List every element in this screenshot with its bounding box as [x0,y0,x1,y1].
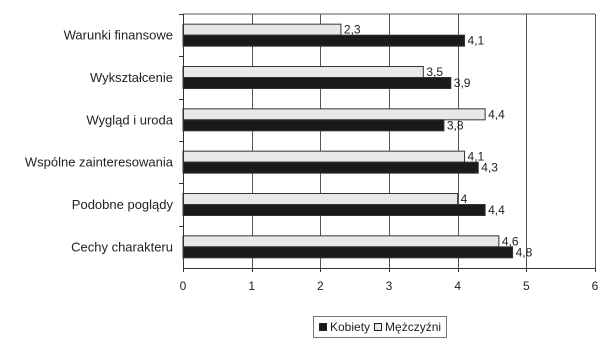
bar-mezczyzni [182,235,500,248]
legend-swatch-kobiety [319,323,327,331]
bar-kobiety [182,77,452,89]
bar-kobiety [182,119,445,132]
category-label: Wykształcenie [90,70,173,85]
x-tick-label: 5 [523,279,530,293]
x-tick-label: 2 [317,279,324,293]
bar-mezczyzni [182,66,424,78]
grid-lines [183,13,596,268]
category-label: Wygląd i uroda [86,112,173,127]
category-label: Podobne poglądy [72,197,174,212]
legend-item-kobiety: Kobiety [319,320,370,334]
legend-label-kobiety: Kobiety [330,320,371,334]
category-label: Cechy charakteru [71,239,173,254]
data-label: 4,4 [488,203,505,217]
data-label: 2,3 [344,23,361,37]
data-label: 4,4 [488,107,505,121]
x-tick-label: 3 [386,279,393,293]
data-label: 3,8 [447,118,464,132]
data-label: 4,1 [468,34,485,48]
bar-mezczyzni [182,23,342,36]
bar-mezczyzni [182,150,466,163]
data-label: 4,6 [502,234,519,248]
bars [182,23,514,259]
x-tick-label: 4 [454,279,461,293]
legend: Kobiety Mężczyźni [313,316,448,338]
category-label: Warunki finansowe [64,28,173,43]
x-tick-label: 6 [592,279,599,293]
legend-swatch-mezczyzni [374,323,383,331]
bar-mezczyzni [182,193,459,205]
data-label: 4,1 [468,150,485,164]
x-tick-label: 1 [248,279,255,293]
data-label: 4,3 [481,161,498,175]
axes: 0 1 2 3 4 5 6 Warunki finansowe Wykształcenie Wyg… [25,14,599,293]
legend-label-mezczyzni: Mężczyźni [385,320,442,334]
x-tick-label: 0 [180,279,187,293]
category-label: Wspólne zainteresowania [25,155,174,170]
bar-kobiety [182,161,479,174]
bar-kobiety [182,246,514,259]
labels: 2,34,13,53,94,43,84,14,344,44,64,8 [344,23,533,260]
bar-kobiety [182,204,486,216]
bar-mezczyzni [182,108,486,121]
data-label: 4 [461,192,468,206]
data-label: 3,9 [454,76,471,90]
data-label: 3,5 [426,65,443,79]
legend-item-mezczyzni: Mężczyźni [374,320,441,334]
bar-kobiety [182,34,466,47]
data-label: 4,8 [516,245,533,259]
